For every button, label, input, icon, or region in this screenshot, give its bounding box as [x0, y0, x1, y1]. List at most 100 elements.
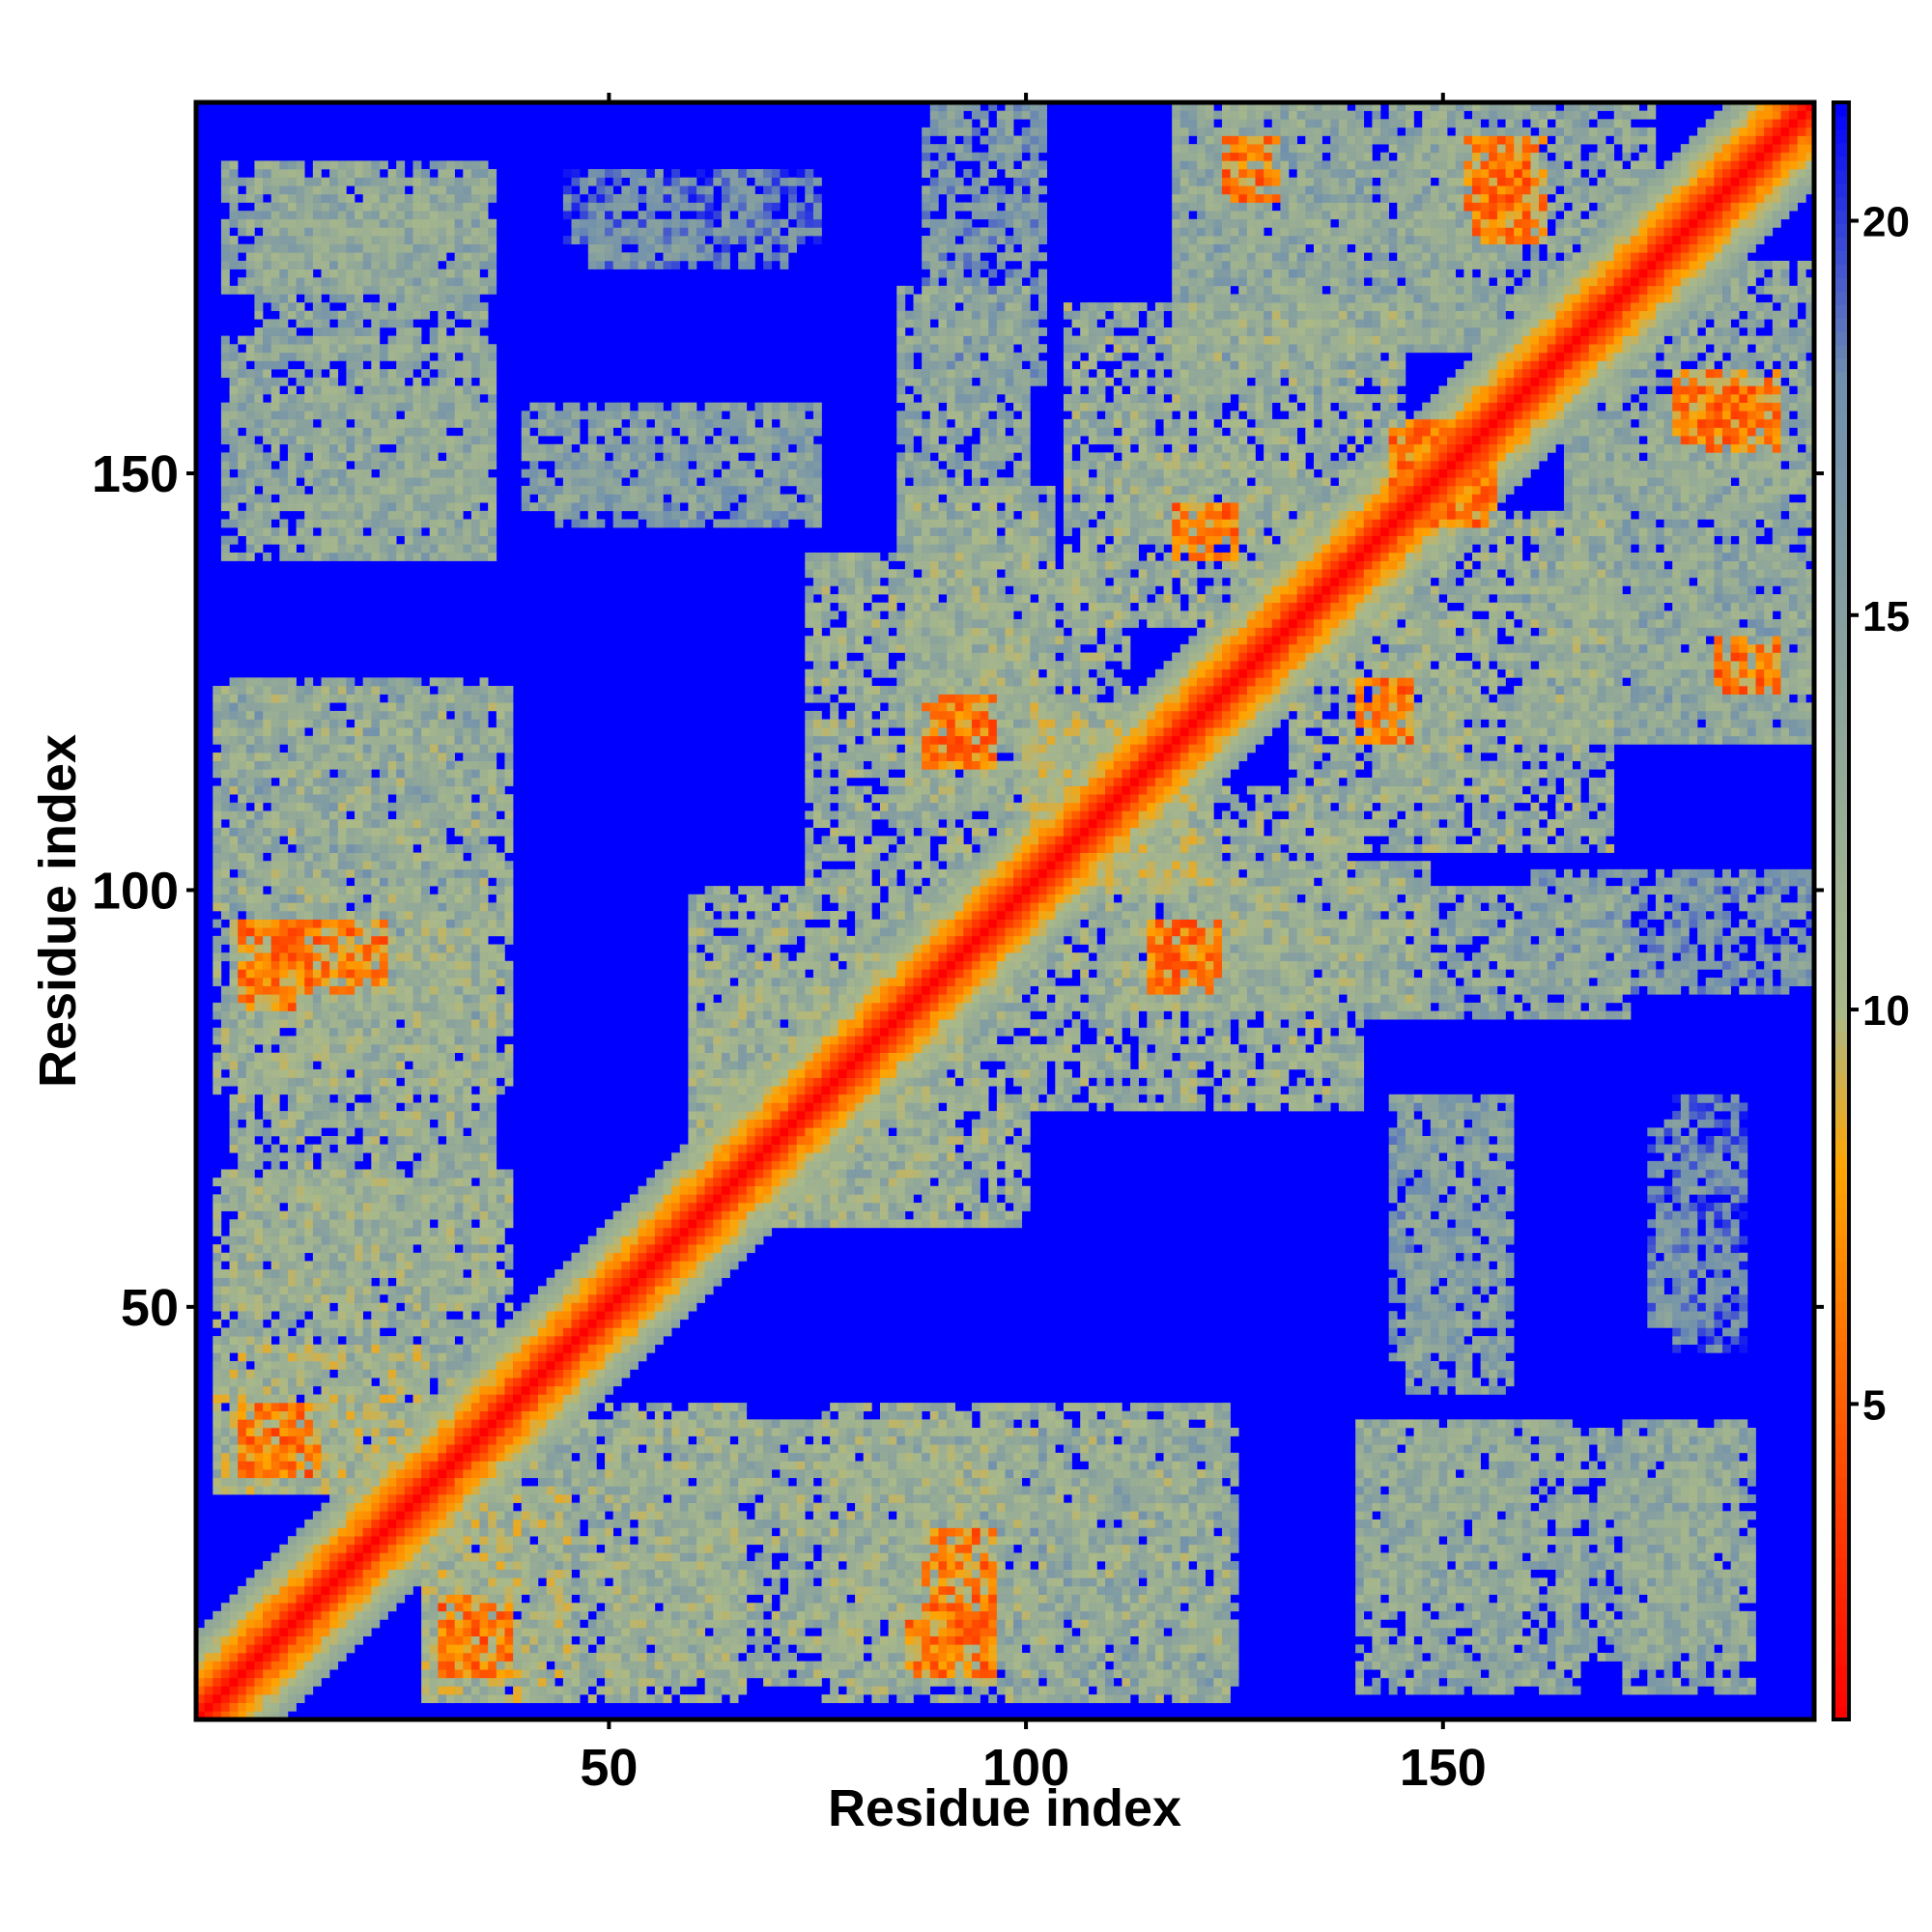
heatmap-cell	[329, 327, 338, 336]
heatmap-cell	[271, 419, 280, 428]
heatmap-cell	[371, 1161, 380, 1170]
heatmap-cell	[338, 1078, 347, 1087]
heatmap-cell	[271, 477, 280, 486]
heatmap-cell	[288, 786, 297, 795]
heatmap-cell	[463, 1636, 471, 1645]
heatmap-cell	[297, 411, 305, 419]
heatmap-cell	[438, 1111, 446, 1120]
heatmap-cell	[304, 1003, 313, 1011]
heatmap-cell	[355, 778, 363, 786]
heatmap-cell	[463, 1078, 471, 1087]
heatmap-cell	[246, 911, 255, 920]
heatmap-cell	[446, 495, 455, 503]
heatmap-cell	[263, 369, 271, 378]
heatmap-cell	[304, 986, 313, 995]
heatmap-cell	[213, 969, 221, 978]
heatmap-cell	[288, 252, 297, 261]
heatmap-cell	[346, 203, 355, 212]
heatmap-cell	[455, 1169, 464, 1178]
heatmap-cell	[297, 986, 305, 995]
heatmap-cell	[346, 1586, 355, 1595]
heatmap-cell	[338, 477, 347, 486]
heatmap-cell	[438, 1161, 446, 1170]
heatmap-cell	[421, 1186, 430, 1195]
heatmap-cell	[346, 1120, 355, 1128]
heatmap-cell	[329, 1361, 338, 1370]
heatmap-cell	[446, 952, 455, 961]
heatmap-cell	[213, 1444, 221, 1453]
heatmap-cell	[471, 236, 480, 244]
heatmap-cell	[338, 169, 347, 178]
heatmap-cell	[288, 711, 297, 720]
heatmap-cell	[430, 1678, 439, 1687]
heatmap-cell	[380, 1469, 388, 1478]
heatmap-cell	[238, 819, 246, 828]
heatmap-cell	[297, 178, 305, 186]
heatmap-cell	[421, 1503, 430, 1512]
heatmap-cell	[288, 327, 297, 336]
heatmap-cell	[471, 160, 480, 169]
heatmap-cell	[254, 1370, 263, 1378]
heatmap-cell	[396, 185, 405, 194]
heatmap-cell	[430, 1069, 439, 1078]
heatmap-cell	[471, 178, 480, 186]
heatmap-cell	[263, 553, 271, 561]
heatmap-cell	[263, 1003, 271, 1011]
heatmap-cell	[221, 1036, 230, 1044]
heatmap-cell	[480, 1595, 489, 1604]
heatmap-cell	[363, 511, 372, 520]
heatmap-cell	[380, 1345, 388, 1353]
heatmap-cell	[221, 810, 230, 819]
heatmap-cell	[346, 1361, 355, 1370]
heatmap-cell	[355, 436, 363, 444]
heatmap-cell	[263, 385, 271, 394]
heatmap-cell	[254, 502, 263, 511]
heatmap-cell	[329, 803, 338, 811]
heatmap-cell	[254, 1211, 263, 1220]
heatmap-cell	[246, 1653, 255, 1662]
heatmap-cell	[363, 978, 372, 986]
heatmap-cell	[480, 1061, 489, 1069]
heatmap-cell	[246, 1595, 255, 1604]
heatmap-cell	[322, 702, 330, 711]
heatmap-cell	[388, 1469, 397, 1478]
heatmap-cell	[297, 769, 305, 778]
heatmap-cell	[254, 394, 263, 403]
heatmap-cell	[329, 1586, 338, 1595]
heatmap-cell	[322, 986, 330, 995]
heatmap-cell	[412, 336, 421, 345]
heatmap-cell	[412, 1570, 421, 1578]
heatmap-cell	[322, 720, 330, 728]
heatmap-cell	[446, 920, 455, 928]
heatmap-cell	[279, 1394, 288, 1403]
heatmap-cell	[246, 720, 255, 728]
heatmap-cell	[471, 986, 480, 995]
heatmap-cell	[254, 1078, 263, 1087]
heatmap-cell	[313, 761, 322, 770]
heatmap-cell	[396, 1061, 405, 1069]
heatmap-cell	[288, 1586, 297, 1595]
heatmap-cell	[421, 219, 430, 228]
heatmap-cell	[412, 385, 421, 394]
heatmap-cell	[463, 261, 471, 270]
heatmap-cell	[371, 1478, 380, 1487]
heatmap-cell	[322, 227, 330, 236]
heatmap-cell	[480, 1619, 489, 1628]
heatmap-cell	[213, 1669, 221, 1678]
heatmap-cell	[405, 994, 413, 1003]
heatmap-cell	[363, 1320, 372, 1328]
heatmap-cell	[263, 1044, 271, 1053]
heatmap-cell	[213, 1244, 221, 1253]
heatmap-cell	[338, 1327, 347, 1336]
heatmap-cell	[230, 1394, 239, 1403]
heatmap-cell	[313, 252, 322, 261]
heatmap-cell	[446, 477, 455, 486]
heatmap-cell	[471, 1244, 480, 1253]
heatmap-cell	[288, 828, 297, 837]
heatmap-cell	[363, 444, 372, 453]
heatmap-cell	[313, 1169, 322, 1178]
heatmap-cell	[405, 1286, 413, 1294]
heatmap-cell	[396, 1511, 405, 1520]
heatmap-cell	[304, 1370, 313, 1378]
heatmap-cell	[421, 1078, 430, 1087]
